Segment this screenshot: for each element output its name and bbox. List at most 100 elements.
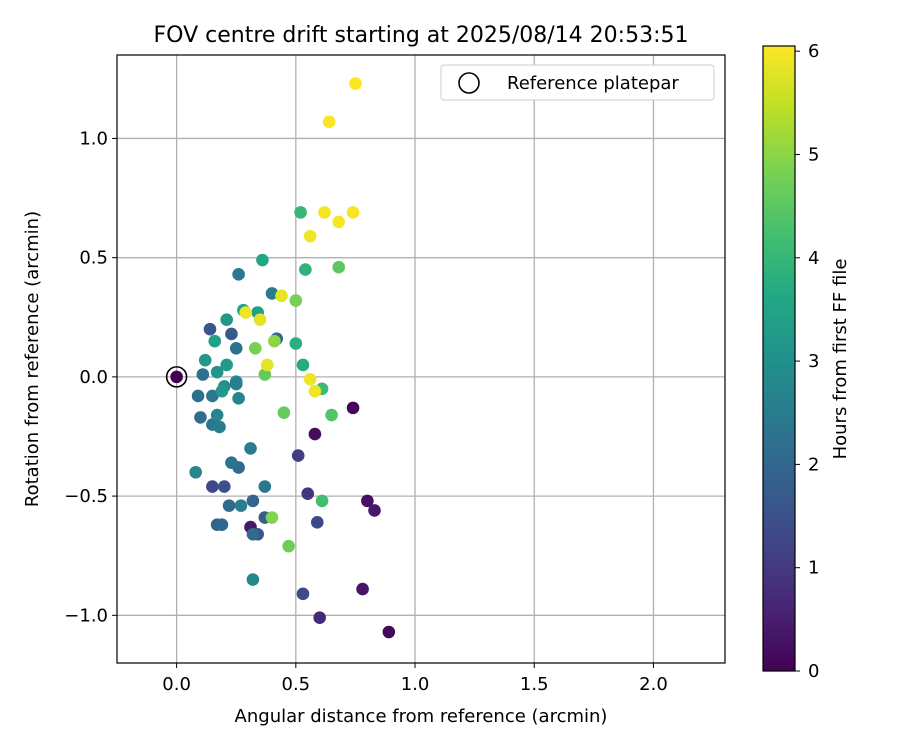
data-point bbox=[282, 539, 295, 553]
y-tick-label: 0.0 bbox=[79, 367, 108, 388]
data-point bbox=[208, 334, 222, 348]
data-point bbox=[248, 341, 262, 355]
data-point bbox=[220, 358, 233, 372]
data-point bbox=[315, 494, 329, 508]
colorbar-tick-label: 1 bbox=[808, 558, 819, 579]
x-tick-label: 1.0 bbox=[401, 674, 430, 695]
data-point bbox=[303, 372, 317, 386]
data-point bbox=[265, 511, 279, 524]
data-point bbox=[253, 313, 267, 326]
y-tick-label: −0.5 bbox=[64, 486, 108, 507]
data-point bbox=[294, 206, 307, 219]
y-axis-label: Rotation from reference (arcmin) bbox=[22, 211, 43, 507]
data-point bbox=[232, 268, 245, 281]
data-point bbox=[382, 625, 396, 639]
x-tick-label: 0.5 bbox=[282, 674, 311, 695]
data-point bbox=[196, 368, 210, 381]
data-point bbox=[308, 427, 322, 441]
data-point bbox=[229, 341, 243, 355]
x-axis-label: Angular distance from reference (arcmin) bbox=[235, 706, 608, 727]
data-point bbox=[232, 392, 245, 405]
data-point bbox=[289, 337, 303, 350]
data-point bbox=[332, 215, 346, 229]
data-point bbox=[194, 411, 207, 424]
y-tick-label: 0.5 bbox=[79, 248, 108, 269]
colorbar-tick-label: 4 bbox=[808, 248, 819, 269]
y-tick-label: −1.0 bbox=[64, 605, 108, 626]
data-point bbox=[234, 499, 248, 512]
x-tick-label: 2.0 bbox=[639, 674, 668, 695]
data-point bbox=[246, 527, 260, 541]
data-point bbox=[203, 322, 217, 336]
data-point bbox=[308, 384, 322, 398]
colorbar-tick-label: 3 bbox=[808, 351, 819, 372]
legend: Reference platepar bbox=[440, 64, 715, 101]
data-point bbox=[368, 504, 381, 517]
data-point bbox=[277, 406, 291, 419]
plot-area: 0.0 0.5 1.0 1.5 2.0 −1.0 −0.5 0.0 0.5 1.0 bbox=[64, 54, 726, 695]
data-point bbox=[220, 313, 233, 326]
data-point bbox=[361, 494, 374, 508]
data-point bbox=[210, 365, 224, 379]
axes-frame bbox=[116, 54, 726, 664]
data-point bbox=[325, 408, 338, 422]
data-point bbox=[215, 518, 229, 532]
data-point bbox=[313, 611, 326, 624]
data-point bbox=[225, 456, 238, 470]
data-point bbox=[289, 294, 303, 307]
data-point bbox=[268, 334, 281, 348]
data-point bbox=[189, 465, 202, 479]
data-point bbox=[301, 487, 315, 501]
legend-reference-marker bbox=[458, 72, 480, 94]
data-point bbox=[206, 480, 219, 493]
data-point bbox=[170, 370, 183, 384]
data-point bbox=[296, 587, 310, 601]
data-point bbox=[265, 287, 279, 300]
data-point bbox=[310, 516, 324, 529]
reference-platepar-marker bbox=[165, 366, 188, 388]
data-point bbox=[260, 358, 274, 372]
data-point bbox=[191, 389, 205, 403]
data-point bbox=[206, 389, 219, 403]
data-point bbox=[356, 582, 369, 596]
data-point bbox=[222, 499, 236, 512]
data-point bbox=[213, 420, 226, 434]
data-point bbox=[246, 494, 260, 508]
chart-title: FOV centre drift starting at 2025/08/14 … bbox=[154, 23, 689, 48]
data-point bbox=[198, 353, 212, 367]
data-point bbox=[246, 573, 260, 586]
colorbar-tick-label: 0 bbox=[808, 661, 819, 682]
data-point bbox=[318, 206, 331, 219]
data-point bbox=[346, 206, 360, 219]
data-point bbox=[296, 358, 310, 372]
colorbar-tick-label: 2 bbox=[808, 454, 819, 475]
x-tick-label: 0.0 bbox=[162, 674, 191, 695]
data-point bbox=[346, 401, 360, 415]
data-point bbox=[256, 253, 269, 267]
data-point bbox=[225, 327, 238, 341]
data-point bbox=[210, 408, 224, 422]
data-point bbox=[229, 377, 243, 391]
data-point bbox=[275, 289, 288, 303]
legend-label: Reference platepar bbox=[507, 73, 679, 94]
data-point bbox=[322, 115, 336, 129]
x-tick-label: 1.5 bbox=[520, 674, 549, 695]
data-point bbox=[332, 260, 346, 274]
data-point bbox=[303, 229, 317, 243]
legend-box bbox=[440, 64, 715, 101]
colorbar-tick-label: 5 bbox=[808, 144, 819, 165]
colorbar-gradient bbox=[762, 45, 796, 672]
colorbar-tick-label: 6 bbox=[808, 41, 819, 62]
data-point bbox=[217, 480, 231, 493]
data-point bbox=[299, 263, 312, 276]
data-point bbox=[258, 480, 272, 493]
colorbar: 0 1 2 3 4 5 6 bbox=[762, 41, 819, 682]
colorbar-label: Hours from first FF file bbox=[830, 259, 851, 460]
data-point bbox=[215, 384, 229, 398]
data-point bbox=[239, 306, 253, 319]
data-point bbox=[291, 449, 305, 462]
data-point bbox=[258, 368, 272, 381]
data-point bbox=[244, 442, 257, 455]
y-tick-label: 1.0 bbox=[79, 128, 108, 149]
